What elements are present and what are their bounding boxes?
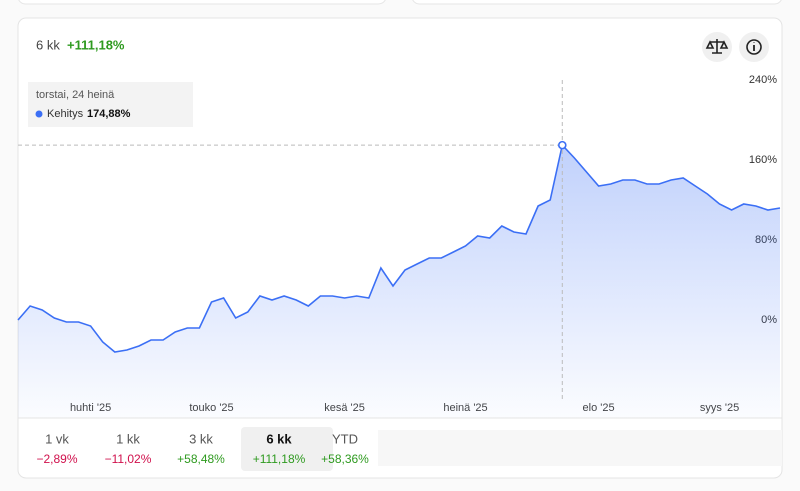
tab-label: 3 kk: [189, 431, 213, 446]
compare-button[interactable]: [702, 32, 732, 62]
plot: 0%80%160%240%huhti '25touko '25kesä '25h…: [17, 74, 781, 418]
period-tab[interactable]: YTD +58,36%: [321, 431, 369, 466]
legend-dot: [35, 110, 43, 118]
card-stub: [412, 0, 782, 5]
tab-change: +58,48%: [177, 452, 225, 466]
tooltip-date: torstai, 24 heinä: [36, 89, 115, 101]
area: [18, 145, 780, 418]
tab-change: +111,18%: [253, 452, 306, 466]
tab-change: +58,36%: [321, 452, 369, 466]
period-tab[interactable]: 1 kk −11,02%: [105, 431, 152, 466]
change: +111,18%: [67, 37, 125, 52]
period-tab[interactable]: 6 kk +111,18%: [241, 427, 333, 471]
line: [17, 143, 781, 353]
period: 6 kk: [36, 37, 60, 52]
tab-label: 6 kk: [266, 431, 292, 446]
tab-label: 1 kk: [116, 431, 140, 446]
period-tab[interactable]: 1 vk −2,89%: [36, 431, 77, 466]
tab-label: YTD: [332, 431, 358, 446]
tab-label: 1 vk: [45, 431, 69, 446]
tab-selected: [241, 427, 333, 471]
y-tick-label: 160%: [749, 154, 777, 166]
info-icon: [746, 39, 762, 55]
period-tab[interactable]: 3 kk +58,48%: [177, 431, 225, 466]
hover-point: [557, 140, 567, 150]
tabs: 1 vk −2,89% 1 kk −11,02% 3 kk +58,48% 6 kk +111…: [36, 427, 369, 471]
tab-change: −2,89%: [36, 452, 77, 466]
y-tick-label: 240%: [749, 74, 777, 86]
legend-name: Kehitys: [47, 108, 84, 120]
tooltip: [28, 82, 193, 127]
card-stub: [18, 0, 386, 5]
tab-change: −11,02%: [105, 452, 152, 466]
scale-icon: [705, 39, 729, 54]
tooltip-value: 174,88%: [87, 108, 131, 120]
info-button[interactable]: [739, 32, 769, 62]
tab-filler: [378, 430, 782, 466]
